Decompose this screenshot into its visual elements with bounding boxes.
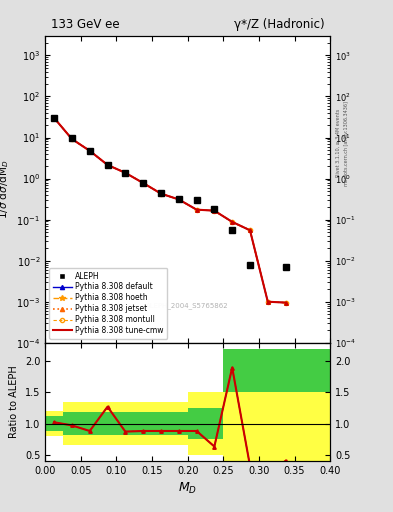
Text: γ*/Z (Hadronic): γ*/Z (Hadronic): [234, 18, 325, 31]
Text: mcplots.cern.ch [arXiv:1306.3436]: mcplots.cern.ch [arXiv:1306.3436]: [344, 101, 349, 186]
Legend: ALEPH, Pythia 8.308 default, Pythia 8.308 hoeth, Pythia 8.308 jetset, Pythia 8.3: ALEPH, Pythia 8.308 default, Pythia 8.30…: [49, 268, 167, 339]
Text: Rivet 3.1.10, ≥ 3.4M events: Rivet 3.1.10, ≥ 3.4M events: [336, 109, 341, 178]
Text: 133 GeV ee: 133 GeV ee: [51, 18, 119, 31]
Text: ALEPH_2004_S5765862: ALEPH_2004_S5765862: [146, 303, 229, 309]
X-axis label: $M_D$: $M_D$: [178, 481, 197, 496]
Y-axis label: Ratio to ALEPH: Ratio to ALEPH: [9, 366, 19, 438]
Y-axis label: 1/$\sigma$ d$\sigma$/dM$_D$: 1/$\sigma$ d$\sigma$/dM$_D$: [0, 160, 11, 219]
